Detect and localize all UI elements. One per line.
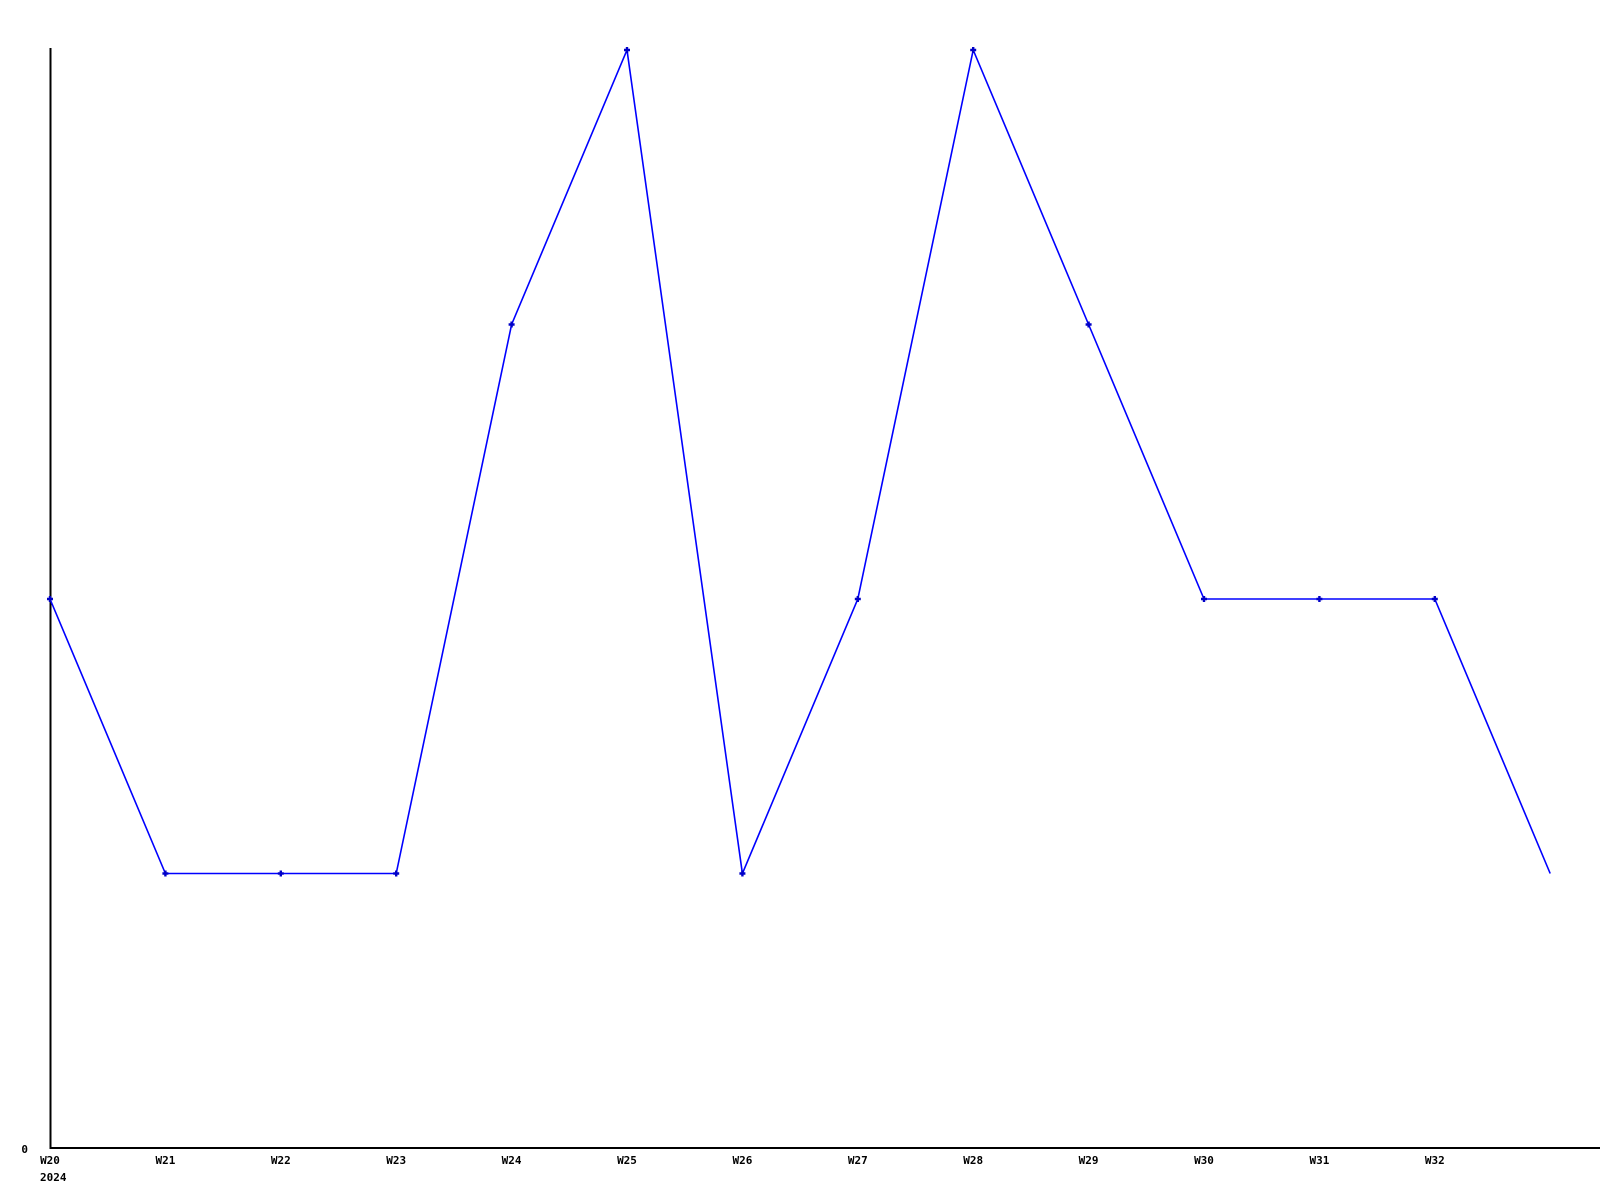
data-point-marker [1085, 321, 1092, 328]
x-tick-label: W31 [1309, 1154, 1329, 1167]
data-point-marker [508, 321, 515, 328]
x-tick-label: W25 [617, 1154, 637, 1167]
data-line [49, 47, 1551, 877]
x-tick-label: W23 [386, 1154, 406, 1167]
x-tick-label: W30 [1194, 1154, 1214, 1167]
x-tick-label: W20 [40, 1154, 60, 1167]
x-tick-label: W27 [848, 1154, 868, 1167]
data-point-marker [1201, 596, 1207, 602]
data-point-marker [393, 870, 400, 877]
data-point-marker [854, 596, 861, 602]
data-point-marker [277, 870, 284, 877]
x-tick-label: W28 [963, 1154, 983, 1167]
data-point-marker [1316, 596, 1323, 602]
x-tick-label: W24 [502, 1154, 522, 1167]
x-axis-tick-labels: W20 W21 W22 W23 W24 W25 W26 W27 W28 W29 W30 W31 W32 [40, 1154, 1445, 1167]
data-point-marker [624, 47, 630, 53]
data-point-marker [1431, 596, 1438, 602]
data-point-marker [739, 870, 746, 877]
x-axis-year-label: 2024 [40, 1171, 67, 1184]
data-point-marker [162, 870, 169, 877]
x-tick-label: W32 [1425, 1154, 1445, 1167]
data-markers [47, 47, 1438, 877]
x-tick-label: W29 [1079, 1154, 1099, 1167]
x-tick-label: W26 [732, 1154, 752, 1167]
x-tick-label: W21 [155, 1154, 175, 1167]
data-point-marker [47, 596, 53, 602]
x-tick-label: W22 [271, 1154, 291, 1167]
data-point-marker [970, 47, 977, 53]
y-tick-label-zero: 0 [21, 1143, 28, 1156]
